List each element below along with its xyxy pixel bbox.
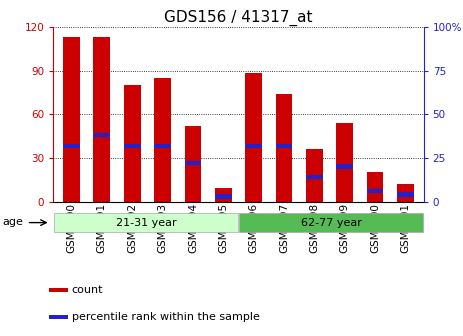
Bar <box>336 165 353 169</box>
Bar <box>185 161 201 165</box>
Bar <box>154 143 171 148</box>
Text: percentile rank within the sample: percentile rank within the sample <box>72 312 260 322</box>
Bar <box>94 133 110 137</box>
FancyBboxPatch shape <box>54 213 238 233</box>
Bar <box>367 172 383 202</box>
Bar <box>275 94 292 202</box>
Title: GDS156 / 41317_at: GDS156 / 41317_at <box>164 9 313 26</box>
Text: count: count <box>72 285 103 295</box>
Bar <box>367 189 383 193</box>
Bar <box>94 37 110 202</box>
Bar <box>397 193 414 197</box>
Bar <box>124 143 141 148</box>
Bar <box>215 188 232 202</box>
Bar <box>306 175 323 179</box>
Text: 62-77 year: 62-77 year <box>300 218 362 227</box>
Bar <box>49 315 68 319</box>
FancyBboxPatch shape <box>239 213 423 233</box>
Bar <box>49 288 68 292</box>
Bar <box>215 194 232 199</box>
Bar <box>124 85 141 202</box>
Text: 21-31 year: 21-31 year <box>116 218 176 227</box>
Bar <box>306 149 323 202</box>
Bar <box>397 184 414 202</box>
Bar <box>245 74 262 202</box>
Bar <box>63 37 80 202</box>
Bar <box>63 143 80 148</box>
Bar <box>275 143 292 148</box>
Bar <box>245 143 262 148</box>
Bar <box>154 78 171 202</box>
Bar <box>185 126 201 202</box>
Text: age: age <box>3 217 24 227</box>
Bar <box>336 123 353 202</box>
